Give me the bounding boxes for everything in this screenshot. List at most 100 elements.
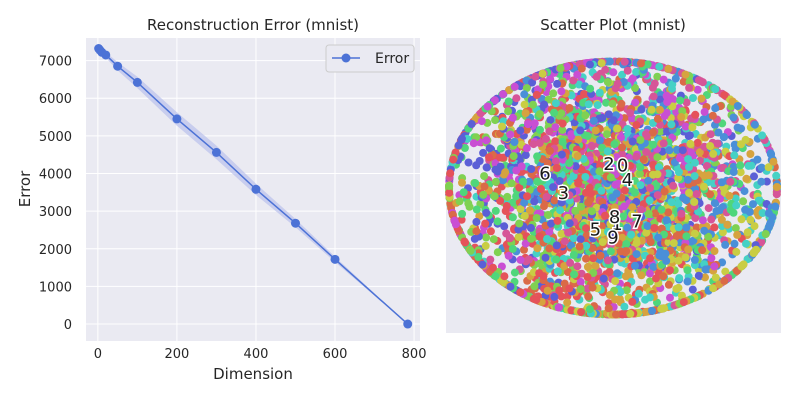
scatter-point	[520, 100, 529, 109]
scatter-point	[729, 113, 738, 122]
scatter-point	[618, 70, 627, 79]
scatter-point	[701, 273, 709, 282]
scatter-point	[533, 152, 542, 161]
scatter-point	[458, 178, 466, 187]
scatter-point	[624, 175, 633, 184]
scatter-point	[446, 169, 455, 178]
scatter-point	[506, 130, 515, 139]
scatter-point	[512, 192, 521, 201]
scatter-point	[563, 298, 572, 307]
scatter-point	[692, 190, 701, 198]
scatter-point	[582, 224, 590, 233]
scatter-point	[754, 196, 763, 205]
class-label: 2	[603, 154, 614, 175]
scatter-point	[662, 256, 671, 265]
scatter-point	[686, 148, 695, 157]
scatter-point	[772, 183, 781, 191]
scatter-point	[539, 272, 548, 281]
scatter-point	[685, 188, 693, 197]
scatter-point	[549, 183, 558, 192]
scatter-point	[700, 226, 709, 235]
scatter-point	[533, 244, 542, 253]
scatter-point	[552, 164, 561, 172]
scatter-point	[491, 206, 500, 215]
scatter-point	[531, 72, 540, 81]
scatter-point	[681, 122, 690, 131]
scatter-point	[515, 219, 524, 228]
scatter-point	[623, 66, 632, 75]
scatter-point	[681, 70, 690, 79]
scatter-point	[731, 224, 740, 233]
error-data-point	[132, 77, 142, 87]
scatter-point	[606, 247, 615, 256]
scatter-point	[610, 203, 619, 212]
scatter-point	[458, 209, 467, 218]
scatter-point	[556, 64, 565, 73]
scatter-point	[496, 196, 505, 205]
scatter-point	[769, 157, 778, 166]
scatter-point	[552, 241, 561, 250]
scatter-point	[584, 292, 593, 301]
scatter-point	[622, 247, 631, 256]
scatter-point	[605, 57, 614, 66]
scatter-point	[550, 292, 559, 301]
scatter-point	[690, 172, 699, 181]
scatter-point	[557, 186, 566, 195]
scatter-point	[666, 266, 674, 275]
y-tick-label: 6000	[39, 92, 72, 107]
scatter-point	[623, 125, 632, 133]
scatter-point	[591, 126, 600, 135]
scatter-point	[656, 95, 665, 104]
scatter-point	[682, 196, 691, 205]
scatter-point	[698, 216, 707, 225]
scatter-title: Scatter Plot (mnist)	[540, 16, 686, 34]
scatter-point	[673, 145, 681, 154]
scatter-point	[654, 233, 663, 242]
scatter-point	[671, 74, 680, 83]
scatter-point	[520, 198, 529, 207]
scatter-point	[510, 268, 519, 277]
scatter-point	[650, 224, 659, 232]
scatter-point	[649, 92, 658, 101]
scatter-point	[750, 172, 758, 181]
scatter-point	[659, 139, 668, 148]
scatter-point	[504, 97, 513, 106]
scatter-point	[598, 143, 606, 152]
scatter-point	[610, 255, 619, 264]
scatter-point	[622, 240, 631, 248]
scatter-point	[522, 144, 531, 153]
scatter-point	[589, 116, 598, 125]
scatter-point	[757, 163, 766, 172]
y-axis-label: Error	[16, 170, 34, 207]
scatter-point	[631, 188, 639, 197]
scatter-point	[642, 228, 651, 237]
scatter-point	[610, 140, 619, 149]
scatter-point	[493, 167, 502, 176]
x-tick-label: 600	[323, 347, 348, 362]
scatter-point	[654, 163, 663, 172]
scatter-point	[656, 127, 665, 136]
scatter-point	[546, 74, 555, 83]
scatter-point	[622, 286, 631, 295]
scatter-point	[551, 137, 560, 146]
scatter-point	[565, 191, 574, 200]
scatter-point	[650, 79, 659, 88]
scatter-point	[636, 136, 645, 144]
scatter-point	[619, 78, 628, 86]
scatter-point	[472, 205, 481, 214]
scatter-point	[653, 114, 662, 123]
scatter-point	[655, 62, 664, 71]
scatter-point	[659, 272, 668, 281]
scatter-point	[710, 199, 719, 208]
scatter-point	[544, 211, 552, 219]
scatter-point	[477, 117, 486, 126]
scatter-point	[615, 222, 624, 231]
scatter-point	[626, 108, 635, 117]
scatter-point	[723, 220, 732, 229]
error-data-point	[403, 319, 413, 329]
scatter-point	[664, 64, 673, 73]
scatter-point	[710, 262, 719, 271]
y-tick-label: 4000	[39, 168, 72, 183]
scatter-point	[529, 294, 538, 303]
scatter-point	[750, 120, 759, 129]
